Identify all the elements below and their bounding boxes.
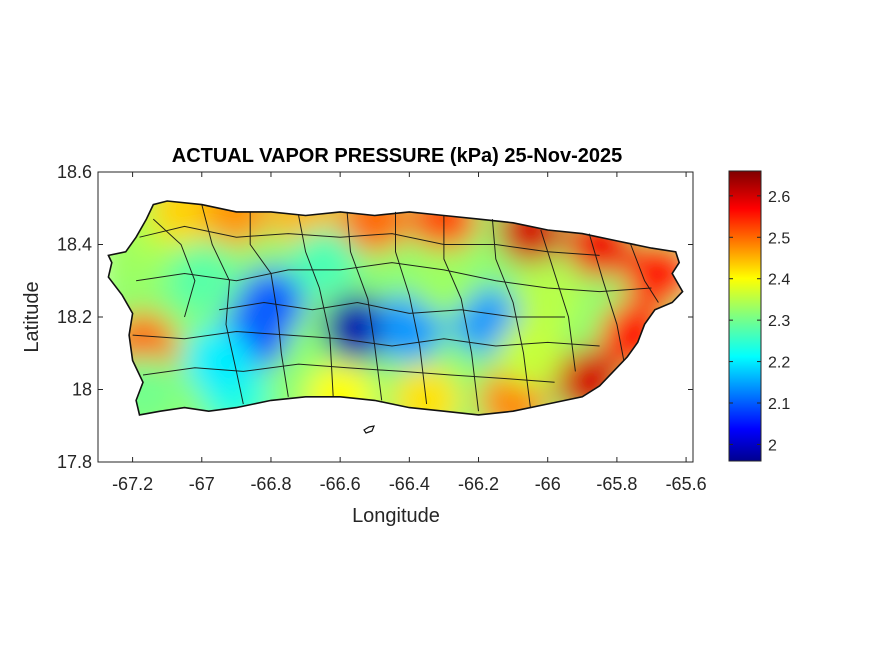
field-sample-blob	[513, 264, 582, 333]
colorbar-tick-label: 2	[768, 437, 777, 454]
field-sample-blob	[375, 293, 444, 362]
x-tick-label: -66.8	[250, 474, 291, 494]
map-plot-area: -67.2 -67 -66.8 -66.6 -66.4 -66.2 -66 -65.8 -65.…	[57, 162, 707, 494]
municipality-boundary	[298, 215, 334, 397]
x-tick-label: -66	[535, 474, 561, 494]
municipality-boundary	[588, 233, 625, 361]
municipality-boundary	[139, 225, 600, 256]
y-tick-label: 17.8	[57, 452, 92, 472]
island-coastline	[107, 200, 684, 416]
chart-title: ACTUAL VAPOR PRESSURE (kPa) 25-Nov-2025	[172, 145, 623, 167]
x-axis-label: Longitude	[352, 505, 440, 527]
offshore-islet	[363, 425, 375, 434]
municipality-boundary	[395, 211, 428, 405]
municipality-boundary	[249, 211, 289, 397]
municipality-boundary	[201, 204, 244, 405]
field-sample-blob	[496, 319, 565, 388]
colorbar-tick-label: 2.1	[768, 396, 790, 413]
y-tick-label: 18	[72, 380, 92, 400]
municipality-boundary	[346, 211, 383, 401]
colorbar-tick-label: 2.6	[768, 189, 790, 206]
colorbar-tick-label: 2.3	[768, 313, 790, 330]
field-sample-blob	[185, 326, 254, 395]
y-tick-label: 18.6	[57, 162, 92, 182]
municipality-boundary	[152, 218, 196, 318]
colorbar-tick-label: 2.5	[768, 230, 790, 247]
field-sample-blob	[237, 268, 305, 337]
x-tick-label: -67.2	[112, 474, 153, 494]
field-sample-blob	[288, 228, 357, 297]
x-tick-label: -65.6	[666, 474, 707, 494]
x-tick-label: -66.6	[320, 474, 361, 494]
colorbar-tick-label: 2.2	[768, 355, 790, 372]
colorbar-gradient	[728, 170, 762, 462]
colorbar-tick-label: 2.4	[768, 272, 790, 289]
municipality-boundary	[630, 244, 659, 303]
y-tick-label: 18.2	[57, 307, 92, 327]
municipality-boundary	[142, 363, 555, 383]
colorbar-ticks: 2 2.1 2.2 2.3 2.4 2.5 2.6	[729, 189, 790, 454]
municipality-boundary	[136, 262, 652, 293]
x-tick-label: -66.4	[389, 474, 430, 494]
field-sample-blob	[150, 201, 219, 243]
y-tick-label: 18.4	[57, 235, 92, 255]
municipality-boundaries	[132, 204, 659, 412]
municipality-boundary	[491, 219, 531, 408]
municipality-boundary	[132, 330, 600, 347]
x-tick-label: -67	[189, 474, 215, 494]
colorbar: 2 2.1 2.2 2.3 2.4 2.5 2.6	[728, 170, 790, 462]
x-tick-label: -66.2	[458, 474, 499, 494]
y-axis-ticks: 17.8 18 18.2 18.4 18.6	[57, 162, 693, 472]
y-axis-label: Latitude	[21, 281, 43, 352]
field-sample-blob	[167, 246, 236, 315]
x-tick-label: -65.8	[596, 474, 637, 494]
municipality-boundary	[219, 301, 565, 318]
x-axis-ticks: -67.2 -67 -66.8 -66.6 -66.4 -66.2 -66 -65.8 -65.…	[112, 172, 707, 494]
field-sample-blob	[624, 239, 683, 308]
